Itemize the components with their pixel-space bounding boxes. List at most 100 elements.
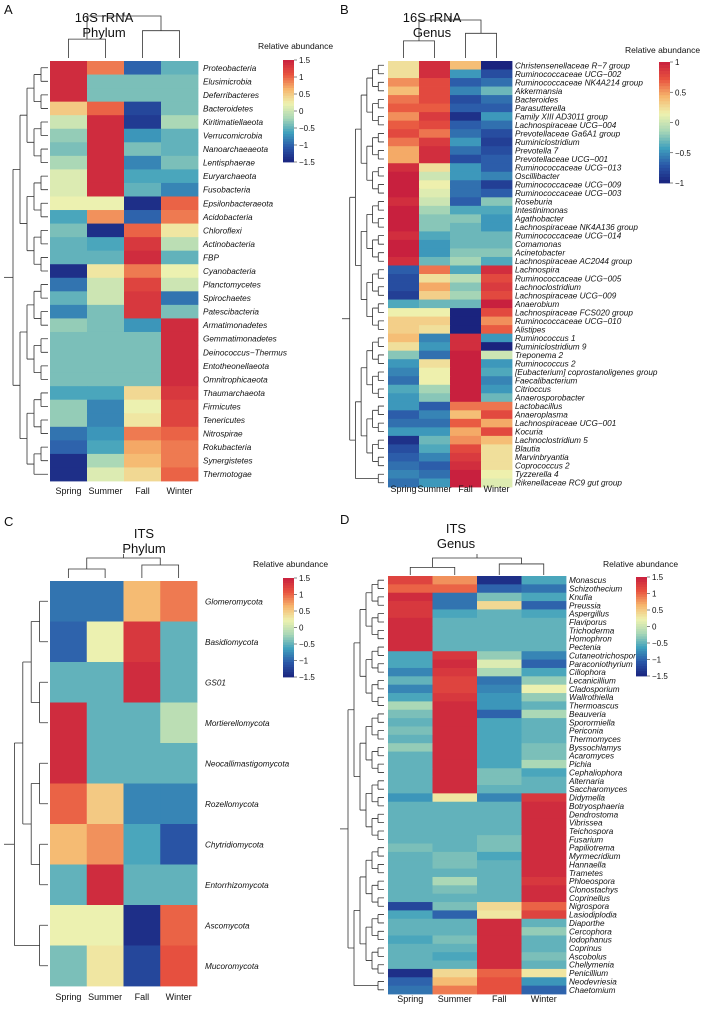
- row-label: Chellymenia: [569, 961, 614, 970]
- row-dendrogram-branch: [377, 269, 384, 279]
- legend-swatch: [283, 610, 294, 614]
- row-label: Lecanicillium: [569, 677, 616, 686]
- row-dendrogram-branch: [14, 742, 40, 946]
- heatmap-cell: [388, 299, 420, 309]
- legend-swatch: [283, 590, 294, 594]
- row-label: Basidiomycota: [205, 638, 259, 647]
- row-dendrogram-branch: [40, 338, 48, 353]
- row-label: Euryarchaeota: [203, 172, 257, 181]
- legend-swatch: [659, 167, 670, 172]
- legend-swatch: [283, 644, 294, 648]
- row-dendrogram-branch: [19, 331, 27, 440]
- heatmap-cell: [161, 223, 199, 238]
- heatmap-cell: [50, 824, 88, 865]
- row-label: Preussia: [569, 601, 601, 610]
- heatmap-cell: [87, 196, 125, 211]
- legend-swatch: [283, 100, 294, 104]
- heatmap-cell: [419, 393, 451, 403]
- legend-swatch: [636, 646, 647, 650]
- row-dendrogram-branch: [360, 367, 367, 437]
- color-legend: Relative abundance 1.5 1 0.5 0 −0.5 −1 −1.5: [603, 559, 678, 681]
- legend-swatch: [283, 154, 294, 158]
- legend-swatch: [283, 95, 294, 99]
- legend-swatch: [283, 632, 294, 636]
- panel-letter: C: [4, 514, 13, 529]
- heatmap-cell: [160, 945, 198, 987]
- heatmap-cell: [161, 182, 199, 197]
- legend-swatch: [283, 133, 294, 137]
- heatmap-cell: [481, 342, 513, 352]
- heatmap-cell: [388, 367, 420, 377]
- heatmap-cell: [432, 985, 478, 995]
- legend-swatch: [283, 128, 294, 132]
- row-label: Clonostachys: [569, 886, 618, 895]
- heatmap-cell: [124, 440, 162, 455]
- row-label: Trichoderma: [569, 626, 615, 635]
- heatmap-cell: [477, 709, 522, 719]
- heatmap-cell: [477, 626, 522, 635]
- heatmap-cell: [450, 418, 482, 428]
- row-label: Knufia: [569, 593, 593, 602]
- heatmap-cell: [477, 818, 522, 828]
- row-label: Mortierellomycota: [205, 719, 270, 728]
- heatmap-cell: [477, 918, 522, 928]
- heatmap-cell: [521, 927, 567, 936]
- row-label: Coprinellus: [569, 894, 610, 903]
- heatmap-cell: [450, 205, 482, 215]
- row-dendrogram-branch: [372, 375, 379, 394]
- heatmap-cell: [432, 785, 478, 794]
- heatmap-cell: [124, 345, 162, 360]
- row-label: Dendrostoma: [569, 810, 619, 819]
- heatmap-cell: [477, 885, 522, 895]
- heatmap-cell: [419, 427, 451, 437]
- heatmap-cell: [388, 726, 433, 736]
- row-dendrogram-branch: [377, 371, 384, 381]
- heatmap-cell: [87, 277, 125, 292]
- legend-swatch: [283, 667, 294, 670]
- heatmap-cell: [432, 902, 478, 911]
- heatmap-cell: [432, 851, 478, 861]
- heatmap-cell: [388, 248, 420, 258]
- row-dendrogram-branch: [377, 150, 384, 160]
- row-dendrogram-branch: [40, 284, 48, 299]
- legend-tick-label: 0.5: [675, 88, 687, 97]
- heatmap-cell: [477, 584, 522, 594]
- row-dendrogram-branch: [377, 680, 384, 690]
- legend-swatch: [283, 144, 294, 148]
- row-label: Elusimicrobia: [203, 77, 252, 86]
- heatmap-cell: [388, 291, 420, 300]
- heatmap-cell: [432, 651, 478, 660]
- heatmap-cell: [419, 222, 451, 232]
- heatmap-cell: [477, 785, 522, 794]
- heatmap-cell: [481, 69, 513, 79]
- heatmap-cell: [477, 659, 522, 669]
- heatmap-cell: [87, 467, 125, 482]
- heatmap-cell: [521, 584, 567, 594]
- heatmap-cell: [124, 426, 162, 441]
- row-dendrogram-branch: [371, 784, 378, 803]
- legend-swatch: [636, 579, 647, 583]
- heatmap-cell: [419, 367, 451, 377]
- legend-swatch: [283, 126, 294, 130]
- row-dendrogram-branch: [30, 783, 40, 865]
- heatmap-cell: [123, 702, 161, 744]
- legend-swatch: [636, 594, 647, 598]
- legend-swatch: [636, 651, 647, 655]
- row-dendrogram-branch: [33, 128, 41, 157]
- chart-subtitle: Genus: [413, 25, 452, 40]
- heatmap-cell: [50, 250, 88, 265]
- heatmap-cell: [388, 410, 420, 420]
- heatmap-cell: [481, 418, 513, 428]
- row-dendrogram-branch: [377, 252, 384, 262]
- row-label: Wallrothiella: [569, 693, 614, 702]
- legend-swatch: [659, 161, 670, 166]
- row-label: Aspergillus: [568, 610, 609, 619]
- row-dendrogram-branch: [366, 418, 373, 454]
- heatmap-cell: [481, 401, 513, 411]
- heatmap-cell: [432, 684, 478, 694]
- heatmap-cell: [419, 154, 451, 164]
- heatmap-cell: [450, 222, 482, 232]
- heatmap-cell: [481, 308, 513, 317]
- heatmap-cell: [481, 154, 513, 164]
